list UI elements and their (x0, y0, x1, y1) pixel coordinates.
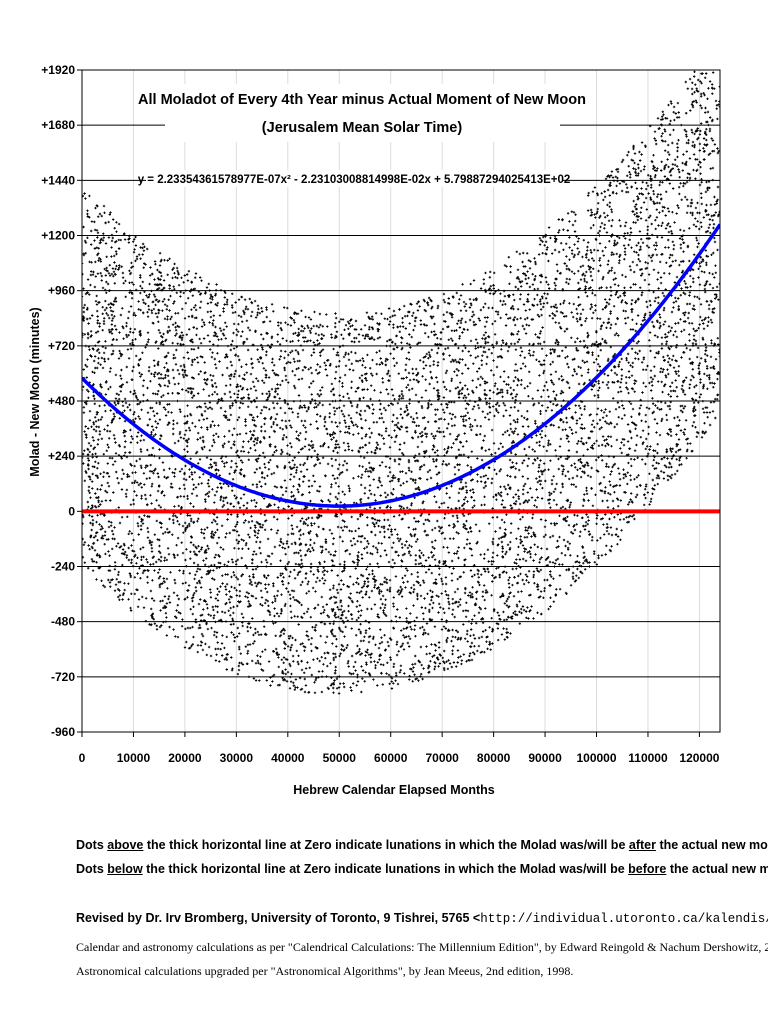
y-tick-label: +960 (48, 284, 75, 298)
x-tick-label: 20000 (168, 751, 202, 765)
x-tick-label: 100000 (576, 751, 616, 765)
x-tick-label: 80000 (477, 751, 511, 765)
y-tick-label: +240 (48, 449, 75, 463)
y-tick-label: -720 (51, 670, 75, 684)
note-above: Dots above the thick horizontal line at … (76, 838, 768, 852)
chart-title: All Moladot of Every 4th Year minus Actu… (138, 92, 586, 108)
fit-equation: y = 2.23354361578977E-07x² - 2.231030088… (138, 174, 571, 186)
y-tick-label: +480 (48, 394, 75, 408)
y-tick-label: -960 (51, 725, 75, 739)
x-tick-label: 0 (79, 751, 86, 765)
y-tick-label: 0 (68, 504, 75, 518)
x-tick-label: 50000 (323, 751, 357, 765)
y-tick-label: +1920 (41, 63, 75, 77)
x-tick-label: 70000 (425, 751, 459, 765)
x-tick-label: 120000 (679, 751, 719, 765)
y-tick-label: +1440 (41, 173, 75, 187)
y-tick-label: -240 (51, 560, 75, 574)
y-tick-label: +1680 (41, 118, 75, 132)
title-backdrop (165, 84, 560, 142)
x-axis-ticks: 0 10000 20000 30000 40000 50000 60000 70000 8000… (79, 732, 720, 765)
x-tick-label: 60000 (374, 751, 408, 765)
scatter-point-cloud (82, 70, 720, 695)
x-axis-label: Hebrew Calendar Elapsed Months (293, 783, 494, 797)
x-tick-label: 30000 (220, 751, 254, 765)
chart-subtitle: (Jerusalem Mean Solar Time) (262, 120, 463, 136)
y-axis-ticks: +1920 +1680 +1440 +1200 +960 +720 +480 +240 0 -24… (41, 63, 82, 739)
chart: +1920 +1680 +1440 +1200 +960 +720 +480 +240 0 -24… (28, 63, 721, 797)
x-tick-label: 110000 (628, 751, 668, 765)
y-tick-label: +720 (48, 339, 75, 353)
x-tick-label: 90000 (528, 751, 562, 765)
scatter-points (82, 70, 720, 695)
x-tick-label: 10000 (117, 751, 151, 765)
x-tick-label: 40000 (271, 751, 305, 765)
revision-credit: Revised by Dr. Irv Bromberg, University … (76, 911, 768, 926)
reference-calendrical: Calendar and astronomy calculations as p… (76, 940, 768, 954)
equation-backdrop (146, 170, 562, 187)
y-tick-label: -480 (51, 615, 75, 629)
fit-curve (82, 223, 720, 508)
y-axis-label: Molad - New Moon (minutes) (28, 307, 42, 476)
reference-meeus: Astronomical calculations upgraded per "… (76, 964, 574, 978)
y-tick-label: +1200 (41, 229, 75, 243)
note-below: Dots below the thick horizontal line at … (76, 862, 768, 876)
kalendis-link[interactable]: http://individual.utoronto.ca/kalendis/ (480, 912, 768, 926)
